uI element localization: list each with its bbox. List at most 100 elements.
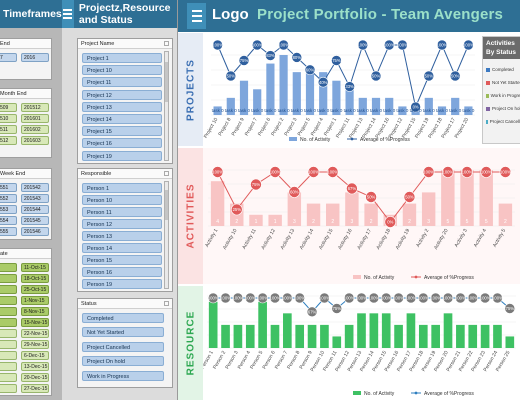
slicer-item[interactable] — [0, 307, 17, 316]
point-label: task 0 — [264, 108, 277, 113]
slicer-item[interactable]: Person 14 — [82, 243, 162, 253]
slicer-item[interactable]: Project 13 — [82, 101, 162, 112]
responsible-slicer-scrollbar[interactable] — [164, 181, 169, 289]
slicer-item[interactable] — [0, 329, 17, 338]
bar — [253, 89, 262, 115]
clear-filter-icon[interactable] — [164, 41, 169, 46]
point-label: task 0 — [212, 108, 225, 113]
slicer-item[interactable]: Person 15 — [82, 255, 162, 265]
slicer-item[interactable]: 201544 — [21, 205, 49, 214]
slicer-item[interactable]: 201542 — [21, 183, 49, 192]
slicer-item[interactable]: Project 19 — [82, 150, 162, 161]
slicer-item[interactable]: Project 12 — [82, 89, 162, 100]
menu-icon[interactable] — [62, 0, 74, 28]
slicer-item[interactable]: 555 — [0, 227, 17, 236]
slicer-item[interactable]: 551 — [0, 183, 17, 192]
slicer-item[interactable]: 201602 — [21, 125, 49, 134]
slicer-item[interactable]: 511 — [0, 125, 17, 134]
slicer-item[interactable]: 201601 — [21, 114, 49, 123]
slicer-item[interactable]: Project On hold — [82, 356, 164, 367]
slicer-item[interactable]: Person 16 — [82, 267, 162, 277]
category-label: Activity 5 — [492, 228, 507, 249]
slicer-item[interactable]: 512 — [0, 136, 17, 145]
slicer-item[interactable] — [0, 263, 17, 272]
slicer-item[interactable]: Person 1 — [82, 183, 162, 193]
slicer-item[interactable]: Project 16 — [82, 138, 162, 149]
slicer-item[interactable]: Not Yet Started — [82, 327, 164, 338]
bar — [287, 192, 302, 226]
progress-marker — [269, 166, 281, 178]
progress-marker — [288, 186, 301, 198]
slicer-item[interactable]: Project Cancelled — [82, 341, 164, 352]
slicer-item[interactable] — [0, 362, 17, 371]
bar — [326, 203, 340, 226]
bar — [295, 324, 305, 348]
slicer-item[interactable]: 29-Nov-15 — [21, 340, 49, 349]
slicer-item[interactable]: 25-Oct-15 — [21, 285, 49, 294]
status-legend-label: Project On hold — [492, 106, 520, 111]
progress-label: 80% — [293, 55, 302, 60]
slicer-item[interactable] — [0, 274, 17, 283]
slicer-item[interactable]: 15-Nov-15 — [21, 318, 49, 327]
slicer-item[interactable]: 201545 — [21, 216, 49, 225]
menu-icon[interactable] — [187, 3, 206, 29]
slicer-item[interactable]: 553 — [0, 205, 17, 214]
bar — [385, 97, 394, 115]
slicer-item[interactable]: 201543 — [21, 194, 49, 203]
progress-label: 100% — [270, 170, 281, 175]
slicer-item[interactable]: 22-Nov-15 — [21, 329, 49, 338]
slicer-item[interactable]: Project 15 — [82, 126, 162, 137]
clear-filter-icon[interactable] — [164, 171, 169, 176]
slicer-item[interactable]: 554 — [0, 216, 17, 225]
slicer-item[interactable]: 6-Dec-15 — [21, 351, 49, 360]
slicer-item[interactable]: 2016 — [21, 53, 49, 62]
slicer-item[interactable]: Person 12 — [82, 219, 162, 229]
legend-label: No. of Activity — [300, 137, 331, 143]
slicer-item[interactable]: 510 — [0, 114, 17, 123]
slicer-item[interactable]: Person 11 — [82, 207, 162, 217]
slicer-item[interactable]: Project 14 — [82, 114, 162, 124]
slicer-item[interactable]: 18-Oct-15 — [21, 274, 49, 283]
slicer-item[interactable] — [0, 340, 17, 349]
progress-label: 100% — [430, 296, 441, 301]
progress-label: 100% — [327, 170, 338, 175]
slicer-item[interactable]: 201603 — [21, 136, 49, 145]
slicer-item[interactable]: Person 13 — [82, 231, 162, 241]
slicer-item[interactable]: 509 — [0, 103, 17, 112]
slicer-item[interactable] — [0, 373, 17, 382]
bar — [464, 106, 473, 115]
slicer-item[interactable]: Completed — [82, 313, 164, 323]
slicer-item[interactable]: Project 1 — [82, 53, 162, 63]
progress-marker — [479, 292, 491, 304]
progress-label: 100% — [257, 296, 268, 301]
project-slicer-scrollbar[interactable] — [164, 51, 169, 161]
slicer-item[interactable]: Project 11 — [82, 77, 162, 88]
slicer-item[interactable]: Person 19 — [82, 279, 162, 289]
slicer-item[interactable] — [0, 285, 17, 294]
slicer-item[interactable]: Work in Progress — [82, 370, 164, 381]
bar — [213, 106, 222, 115]
slicer-item[interactable] — [0, 318, 17, 327]
slicer-item[interactable]: 201512 — [21, 103, 49, 112]
slicer-item[interactable] — [0, 384, 17, 393]
slicer-item[interactable]: 201546 — [21, 227, 49, 236]
slicer-item[interactable]: 27-Dec-15 — [21, 384, 49, 393]
slicer-item[interactable]: 11-Oct-15 — [21, 263, 49, 272]
status-legend-item: Not Yet Started — [486, 80, 520, 85]
clear-filter-icon[interactable] — [164, 301, 169, 306]
slicer-item[interactable]: Project 10 — [82, 65, 162, 76]
bar — [480, 324, 490, 348]
bar-label: 3 — [427, 219, 430, 225]
slicer-item[interactable]: Person 10 — [82, 195, 162, 205]
slicer-item[interactable]: 552 — [0, 194, 17, 203]
slicer-item[interactable] — [0, 296, 17, 305]
slicer-item[interactable]: 20-Dec-15 — [21, 373, 49, 382]
slicer-item[interactable]: 1-Nov-15 — [21, 296, 49, 305]
slicer-item[interactable]: 8-Nov-15 — [21, 307, 49, 316]
slicer-item[interactable]: 13-Dec-15 — [21, 362, 49, 371]
point-label: task 0 — [225, 108, 238, 113]
slicer-item[interactable] — [0, 351, 17, 360]
slicer-item[interactable]: 7 — [0, 53, 17, 62]
progress-label: 100% — [442, 170, 453, 175]
